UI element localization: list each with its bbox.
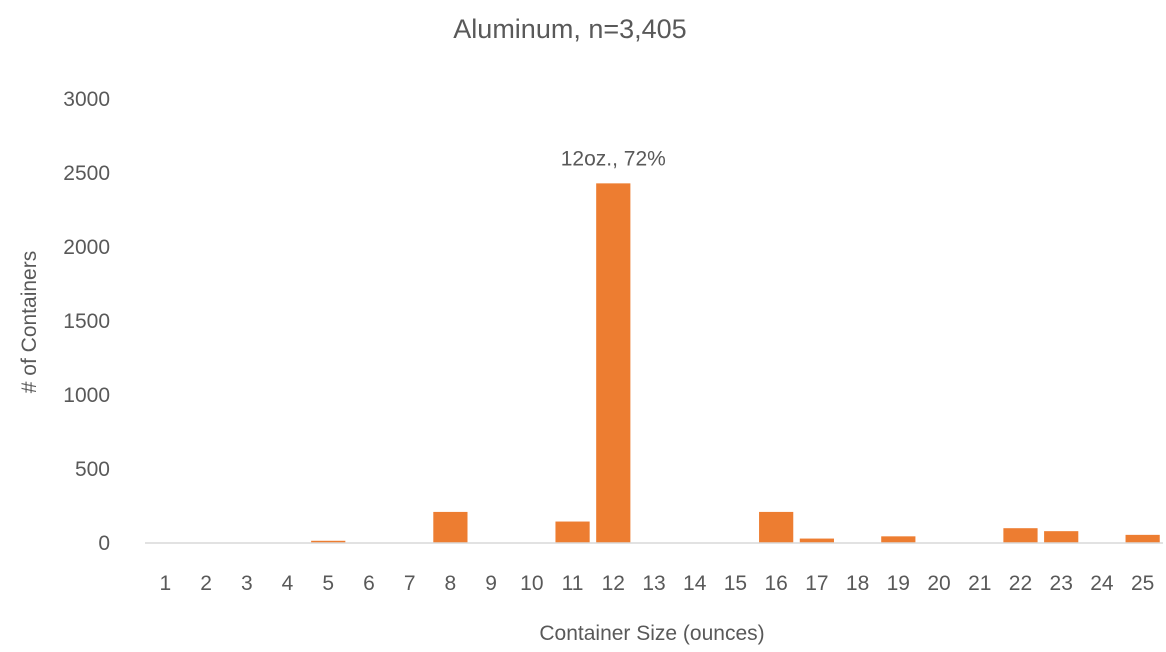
y-tick-label: 2500	[63, 162, 110, 185]
bar	[881, 536, 915, 543]
bar	[1126, 535, 1160, 543]
x-tick-label: 25	[1131, 572, 1154, 595]
y-tick-label: 0	[98, 532, 110, 555]
x-tick-label: 21	[968, 572, 991, 595]
x-axis-label: Container Size (ounces)	[539, 622, 764, 645]
x-tick-label: 16	[764, 572, 787, 595]
x-tick-label: 24	[1090, 572, 1114, 595]
x-tick-label: 6	[363, 572, 375, 595]
y-axis-label: # of Containers	[18, 251, 41, 393]
x-tick-label: 18	[846, 572, 869, 595]
bar	[433, 512, 467, 543]
y-tick-label: 1000	[63, 384, 110, 407]
x-tick-label: 7	[404, 572, 416, 595]
x-tick-label: 2	[200, 572, 212, 595]
bars	[311, 183, 1160, 543]
x-tick-label: 12	[602, 572, 625, 595]
x-tick-label: 22	[1009, 572, 1032, 595]
x-tick-label: 11	[562, 572, 584, 595]
x-tick-label: 17	[805, 572, 828, 595]
bar	[1003, 528, 1037, 543]
y-tick-labels: 0 500 1000 1500 2000 2500 3000	[63, 88, 110, 555]
bar	[596, 183, 630, 543]
x-tick-label: 14	[683, 572, 707, 595]
bar	[1044, 531, 1078, 543]
x-tick-label: 4	[282, 572, 294, 595]
y-tick-label: 2000	[63, 236, 110, 259]
y-tick-label: 500	[75, 458, 110, 481]
chart-title: Aluminum, n=3,405	[453, 14, 686, 44]
x-tick-label: 19	[887, 572, 910, 595]
x-tick-label: 20	[927, 572, 950, 595]
bar	[555, 522, 589, 543]
bar	[759, 512, 793, 543]
x-tick-label: 9	[485, 572, 497, 595]
x-tick-label: 13	[642, 572, 665, 595]
x-tick-label: 10	[520, 572, 543, 595]
x-tick-label: 23	[1050, 572, 1073, 595]
y-tick-label: 1500	[63, 310, 110, 333]
x-tick-labels: 1 2 3 4 5 6 7 8 9 10 11 12 13 14 15 16 17 18 19 20 21 22 23 24 2…	[160, 572, 1155, 595]
x-tick-label: 3	[241, 572, 253, 595]
y-tick-label: 3000	[63, 88, 110, 111]
x-tick-label: 5	[322, 572, 334, 595]
data-label: 12oz., 72%	[561, 147, 666, 170]
annotations: 12oz., 72%	[561, 147, 666, 170]
x-tick-label: 1	[160, 572, 172, 595]
x-tick-label: 15	[724, 572, 747, 595]
x-tick-label: 8	[445, 572, 457, 595]
